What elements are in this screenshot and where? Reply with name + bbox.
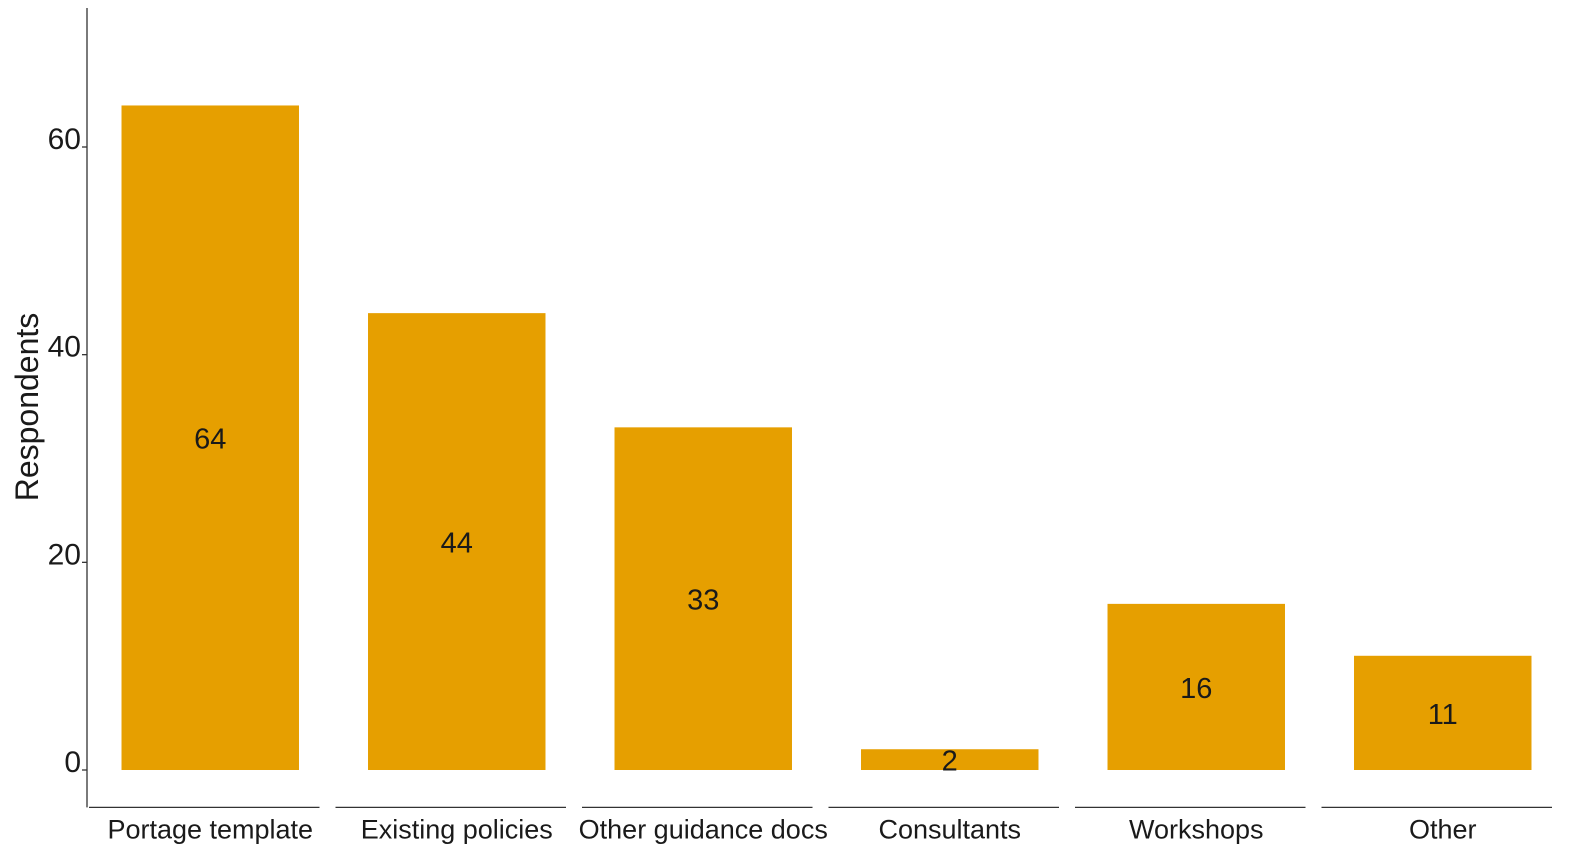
- x-tick-label: Consultants: [878, 814, 1021, 844]
- bar-value-label: 11: [1428, 699, 1458, 731]
- bar-workshops: [1107, 603, 1285, 770]
- y-tick-label: 60: [48, 123, 81, 156]
- x-tick-label: Portage template: [107, 814, 313, 844]
- bar-portage-template: [121, 105, 299, 770]
- y-tick-label: 0: [64, 746, 81, 779]
- bar-value-label: 16: [1180, 673, 1212, 705]
- bar-other-guidance-docs: [614, 427, 792, 770]
- bar-labels-layer: 64 44 33 2 16 11: [194, 424, 1458, 778]
- bar-value-label: 44: [441, 528, 473, 560]
- bar-existing-policies: [368, 313, 546, 770]
- y-axis-title: Respondents: [9, 313, 45, 502]
- bar-value-label: 2: [942, 746, 958, 778]
- bars-layer: [121, 105, 1532, 770]
- bar-other: [1354, 655, 1532, 770]
- x-tick-label: Other guidance docs: [579, 814, 828, 844]
- y-tick-label: 20: [48, 538, 81, 571]
- y-ticks-layer: 0 20 40 60: [48, 123, 87, 779]
- y-axis: 0 20 40 60: [48, 8, 88, 808]
- x-axis: Portage template Existing policies Other g…: [89, 806, 1552, 844]
- x-tick-label: Workshops: [1129, 814, 1264, 844]
- bar-consultants: [861, 749, 1039, 770]
- x-tick-label: Other: [1409, 814, 1477, 844]
- x-tick-label: Existing policies: [361, 814, 553, 844]
- bar-value-label: 64: [194, 424, 226, 456]
- y-tick-label: 40: [48, 331, 81, 364]
- bar-value-label: 33: [687, 585, 719, 617]
